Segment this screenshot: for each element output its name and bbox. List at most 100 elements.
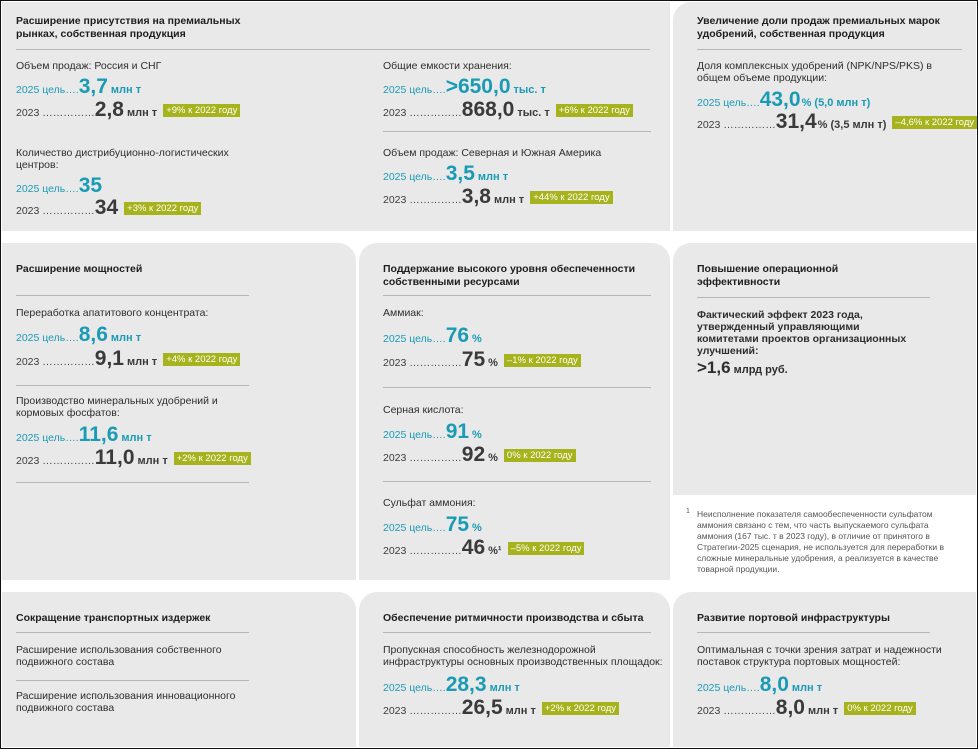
card-capacity	[2, 243, 356, 580]
target-prefix: 2025 цель….	[697, 97, 760, 109]
actual-unit: млн т	[137, 455, 168, 467]
change-badge: +2% к 2022 году	[541, 702, 619, 715]
actual-value: 31,4	[775, 110, 817, 133]
divider	[383, 295, 651, 296]
actual-row: 2023 …………… 8,0 млн т 0% к 2022 году	[697, 697, 916, 718]
actual-unit: тыс. т	[517, 107, 550, 119]
divider	[697, 297, 930, 298]
transport-item: Расширение использования инновационного …	[16, 690, 236, 714]
capacity-title: Расширение мощностей	[16, 263, 143, 275]
actual-value: 26,5	[461, 696, 503, 719]
metric-label: Оптимальная с точки зрения затрат и наде…	[697, 644, 942, 668]
target-prefix: 2025 цель….	[383, 171, 446, 183]
target-row: 2025 цель…. >650,0 тыс. т	[383, 76, 546, 97]
change-badge: –1% к 2022 году	[503, 354, 581, 367]
actual-unit: %	[488, 357, 498, 369]
target-row: 2025 цель…. 76 %	[383, 325, 482, 346]
target-value: 3,7	[78, 75, 108, 98]
target-value: >650,0	[445, 75, 511, 98]
actual-value: 46	[461, 536, 486, 559]
actual-row: 2023 …………… 2,8 млн т +9% к 2022 году	[16, 99, 241, 120]
target-value: 43,0	[759, 88, 801, 111]
divider	[383, 632, 651, 633]
divider	[383, 387, 651, 388]
target-prefix: 2025 цель….	[697, 682, 760, 694]
target-value: 91	[445, 420, 470, 443]
premium-markets-title: Расширение присутствия на премиальных ры…	[16, 15, 241, 40]
actual-row: 2023 …………… 3,8 млн т +44% к 2022 году	[383, 186, 613, 207]
divider	[16, 482, 249, 483]
target-row: 2025 цель…. 3,7 млн т	[16, 76, 141, 97]
target-row: 2025 цель…. 28,3 млн т	[383, 674, 520, 695]
actual-value: 9,1	[94, 347, 124, 370]
target-unit: %	[472, 333, 482, 345]
metric-label: Переработка апатитового концентрата:	[16, 307, 209, 319]
actual-prefix: 2023 ……………	[697, 119, 776, 131]
change-badge: –5% к 2022 году	[507, 542, 585, 555]
change-badge: +3% к 2022 году	[124, 202, 202, 215]
target-unit: %	[472, 522, 482, 534]
actual-row: 2023 …………… 11,0 млн т +2% к 2022 году	[16, 447, 251, 468]
metric-label: Объем продаж: Северная и Южная Америка	[383, 147, 602, 159]
actual-unit: млн т	[126, 356, 158, 368]
change-badge: +6% к 2022 году	[555, 104, 633, 117]
divider	[16, 632, 249, 633]
target-unit: тыс. т	[513, 84, 546, 96]
target-unit: млн т	[110, 332, 142, 344]
target-value: 3,5	[445, 162, 475, 185]
metric-label: Пропускная способность железнодорожной и…	[383, 644, 663, 668]
card-efficiency	[673, 243, 976, 495]
efficiency-value-row: >1,6 млрд руб.	[697, 357, 788, 378]
actual-row: 2023 …………… 92 % 0% к 2022 году	[383, 444, 576, 465]
target-row: 2025 цель…. 75 %	[383, 514, 482, 535]
metric-label: Доля комплексных удобрений (NPK/NPS/PKS)…	[697, 60, 932, 84]
actual-prefix: 2023 ……………	[16, 107, 95, 119]
card-resources	[359, 243, 670, 580]
metric-label: Сульфат аммония:	[383, 497, 476, 509]
metric-label: Аммиак:	[383, 307, 424, 319]
target-prefix: 2025 цель….	[16, 432, 79, 444]
transport-title: Сокращение транспортных издержек	[16, 612, 211, 624]
actual-value: 92	[461, 443, 486, 466]
target-value: 8,6	[78, 323, 108, 346]
actual-prefix: 2023 ……………	[16, 455, 95, 467]
card-transport	[2, 592, 356, 747]
change-badge: +2% к 2022 году	[173, 452, 251, 465]
target-prefix: 2025 цель….	[16, 183, 79, 195]
actual-unit: млн т	[493, 194, 525, 206]
card-rhythm	[359, 592, 670, 747]
rhythm-title: Обеспечение ритмичности производства и с…	[383, 612, 644, 624]
actual-value: 8,0	[775, 696, 805, 719]
target-unit: млн т	[477, 171, 509, 183]
target-row: 2025 цель…. 11,6 млн т	[16, 424, 152, 445]
actual-prefix: 2023 ……………	[16, 356, 95, 368]
target-prefix: 2025 цель….	[383, 84, 446, 96]
footnote-text: Неисполнение показателя самообеспеченнос…	[697, 509, 944, 574]
target-prefix: 2025 цель….	[383, 333, 446, 345]
change-badge: +9% к 2022 году	[163, 104, 241, 117]
target-unit: % (5,0 млн т)	[801, 97, 871, 109]
target-value: 8,0	[759, 673, 789, 696]
actual-value: 75	[461, 348, 486, 371]
divider	[16, 49, 650, 50]
target-prefix: 2025 цель….	[383, 682, 446, 694]
target-prefix: 2025 цель….	[16, 84, 79, 96]
target-row: 2025 цель…. 43,0 % (5,0 млн т)	[697, 89, 870, 110]
actual-row: 2023 …………… 31,4 % (3,5 млн т) –4,6% к 20…	[697, 110, 978, 133]
target-row: 2025 цель…. 3,5 млн т	[383, 163, 508, 184]
metric-label: Серная кислота:	[383, 404, 464, 416]
target-row: 2025 цель…. 35	[16, 175, 102, 196]
actual-row: 2023 …………… 9,1 млн т +4% к 2022 году	[16, 347, 241, 370]
target-unit: млн т	[791, 682, 823, 694]
target-value: 35	[78, 174, 103, 197]
actual-row: 2023 …………… 26,5 млн т +2% к 2022 году	[383, 697, 619, 718]
efficiency-value: >1,6	[697, 358, 731, 377]
actual-row: 2023 …………… 34 +3% к 2022 году	[16, 197, 202, 218]
target-unit: млн т	[121, 432, 152, 444]
divider	[383, 131, 651, 132]
actual-prefix: 2023 ……………	[383, 107, 462, 119]
metric-label: Объем продаж: Россия и СНГ	[16, 60, 162, 72]
change-badge: 0% к 2022 году	[844, 702, 916, 715]
actual-row: 2023 …………… 46 %¹ –5% к 2022 году	[383, 536, 585, 559]
target-row: 2025 цель…. 8,0 млн т	[697, 674, 822, 695]
